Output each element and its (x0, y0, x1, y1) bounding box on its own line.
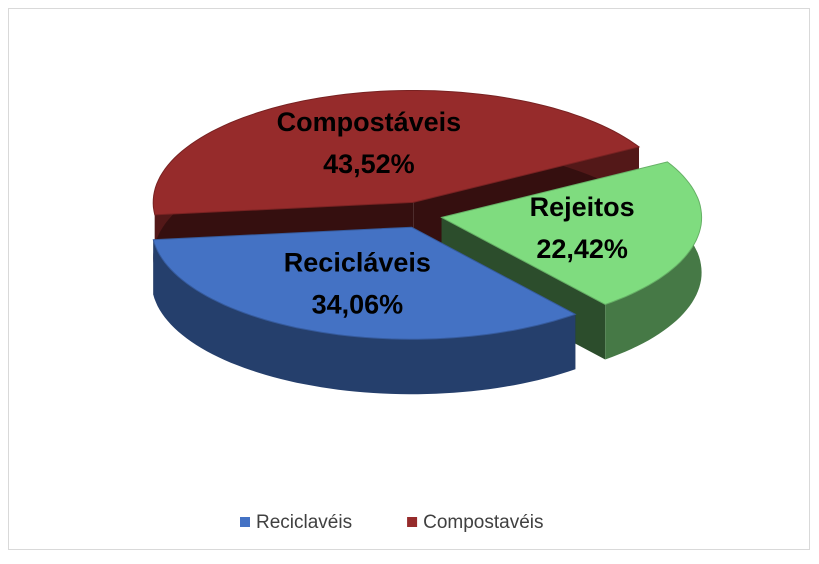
slice (152, 90, 641, 216)
data-label: 43,52% (323, 149, 415, 179)
legend-label: Reciclavéis (256, 512, 352, 533)
data-label: 34,06% (312, 289, 404, 319)
data-label: 22,42% (536, 234, 628, 264)
data-label: Compostáveis (277, 107, 462, 137)
data-label: Recicláveis (284, 247, 431, 277)
legend-label: Compostavéis (423, 512, 543, 533)
slice-wall (153, 239, 576, 395)
legend-swatch (407, 517, 418, 527)
data-label: Rejeitos (530, 192, 635, 222)
slice (152, 226, 577, 340)
legend-swatch (240, 517, 250, 527)
slice (440, 161, 703, 306)
